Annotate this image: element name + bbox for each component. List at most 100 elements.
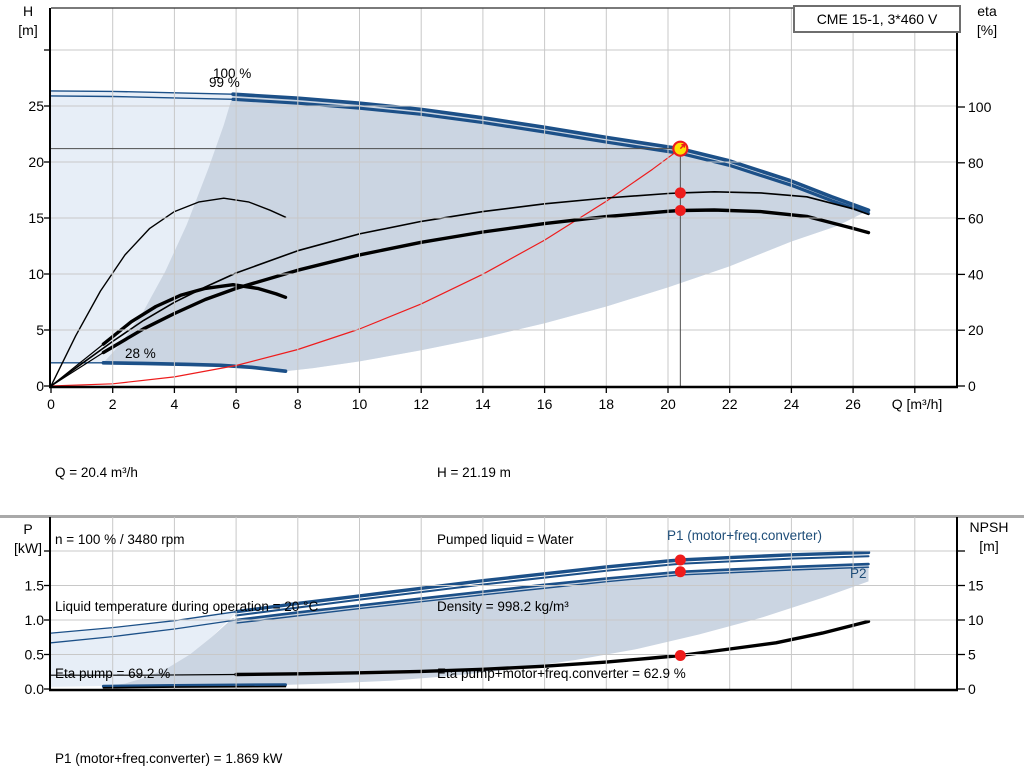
right-tick-label: 10 [968,612,984,628]
curve-npsh-lead [51,673,237,676]
eta-pump-duty-marker [674,187,686,199]
power-light-region [51,611,237,687]
curve-system-curve [51,148,681,387]
x-tick-label: 8 [294,396,302,412]
x-tick-label: 26 [845,396,861,412]
x-tick-label: 2 [109,396,117,412]
right-tick-label: 100 [968,99,992,115]
power-axes [49,517,958,692]
npsh-axis-title-unit: [m] [979,538,999,554]
right-tick-label: 80 [968,155,984,171]
npsh-axis-title-symbol: NPSH [969,519,1009,535]
duty-liquid-temperature-value: Liquid temperature during operation = 20… [55,599,319,615]
duty-pumped-liquid-value: Pumped liquid = Water [437,532,574,548]
npsh-axis-title: NPSH [m] [958,518,1020,556]
curve-eta-pump-motor-28-lead [51,343,104,387]
right-tick-label: 0 [968,681,976,697]
right-tick-label: 15 [968,578,984,594]
curve-eta-pump-motor-lead [51,351,104,387]
curve-p2-lead [51,619,237,644]
left-tick-label: 0.5 [25,647,45,663]
duty-eta-pump-value: Eta pump = 69.2 % [55,666,171,682]
left-tick-label: 5 [36,322,44,338]
power-ticks [44,550,965,690]
hq-duty-markers [672,140,689,217]
curve-eta-pump [51,191,870,387]
h-axis-title-unit: [m] [18,22,38,38]
p-axis-title-symbol: P [23,521,33,537]
x-tick-label: 18 [599,396,615,412]
left-tick-label: 25 [28,98,44,114]
label-28pct: 28 % [125,346,156,361]
left-tick-label: 15 [28,210,44,226]
left-tick-label: 0.0 [25,681,45,697]
x-tick-label: 14 [475,396,491,412]
x-axis-unit-label: Q [m³/h] [892,396,943,412]
right-tick-label: 0 [968,378,976,394]
npsh-duty-marker [674,649,686,661]
duty-speed-value: n = 100 % / 3480 rpm [55,532,185,548]
p1-duty-marker [674,554,686,566]
curve-eta-pump-motor [101,208,871,355]
duty-info-left: Q = 20.4 m³/h n = 100 % / 3480 rpm Liqui… [55,417,318,731]
label-100pct: 100 % [213,66,252,81]
curve-p1-lead [51,611,237,634]
power-tick-labels: 0.0 0.5 1.0 1.5 0 5 10 15 [25,578,984,698]
x-tick-label: 24 [784,396,800,412]
duty-info-bottom: P1 (motor+freq.converter) = 1.869 kW P2 … [55,703,282,781]
h-axis-title: H [m] [6,2,50,40]
x-tick-label: 10 [352,396,368,412]
curve-eta-pump-motor-28 [101,283,288,346]
x-tick-label: 16 [537,396,553,412]
pump-model-badge: CME 15-1, 3*460 V [793,5,961,33]
power-chart: 0.0 0.5 1.0 1.5 0 5 10 15 [25,517,984,697]
power-gridlines [51,517,958,689]
eta-axis-title-symbol: eta [977,3,997,19]
label-p2: P2 [850,566,867,581]
hq-ticks [44,49,965,393]
duty-info-right: H = 21.19 m Pumped liquid = Water Densit… [437,417,686,731]
right-tick-label: 60 [968,211,984,227]
h-axis-title-symbol: H [22,3,34,19]
x-tick-label: 22 [722,396,738,412]
power-duty-markers [674,554,686,661]
right-tick-label: 5 [968,647,976,663]
left-tick-label: 20 [28,154,44,170]
label-p1: P1 (motor+freq.converter) [667,528,822,543]
hq-gridlines [51,8,958,386]
duty-density-value: Density = 998.2 kg/m³ [437,599,569,615]
p-axis-title-unit: [kW] [14,540,42,556]
eta-axis-title-unit: [%] [976,22,998,38]
left-tick-label: 1.0 [25,612,45,628]
x-tick-label: 4 [171,396,179,412]
duty-point-arrow-icon [679,143,686,150]
curve-hq-28 [101,361,288,373]
curve-p1 [234,550,871,614]
right-tick-label: 40 [968,266,984,282]
eta-axis-title: eta [%] [962,2,1012,40]
curve-hq-99-lead [51,95,234,100]
p-axis-title: P [kW] [6,520,50,558]
left-tick-label: 10 [28,266,44,282]
duty-flow-value: Q = 20.4 m³/h [55,464,138,480]
x-tick-label: 20 [660,396,676,412]
duty-head-value: H = 21.19 m [437,464,511,480]
left-tick-label: 0 [36,378,44,394]
power-mid-region [106,564,869,686]
right-tick-label: 20 [968,322,984,338]
x-tick-label: 6 [232,396,240,412]
section-separator [0,515,1024,518]
x-tick-label: 0 [47,396,55,412]
duty-p1-value: P1 (motor+freq.converter) = 1.869 kW [55,750,283,766]
label-99pct: 99 % [209,75,240,90]
curve-hq-100-lead [51,90,234,95]
p2-duty-marker [674,566,686,578]
duty-eta-total-value: Eta pump+motor+freq.converter = 62.9 % [437,666,686,682]
eta-total-duty-marker [674,205,686,217]
left-tick-label: 1.5 [25,578,45,594]
x-tick-label: 12 [413,396,429,412]
